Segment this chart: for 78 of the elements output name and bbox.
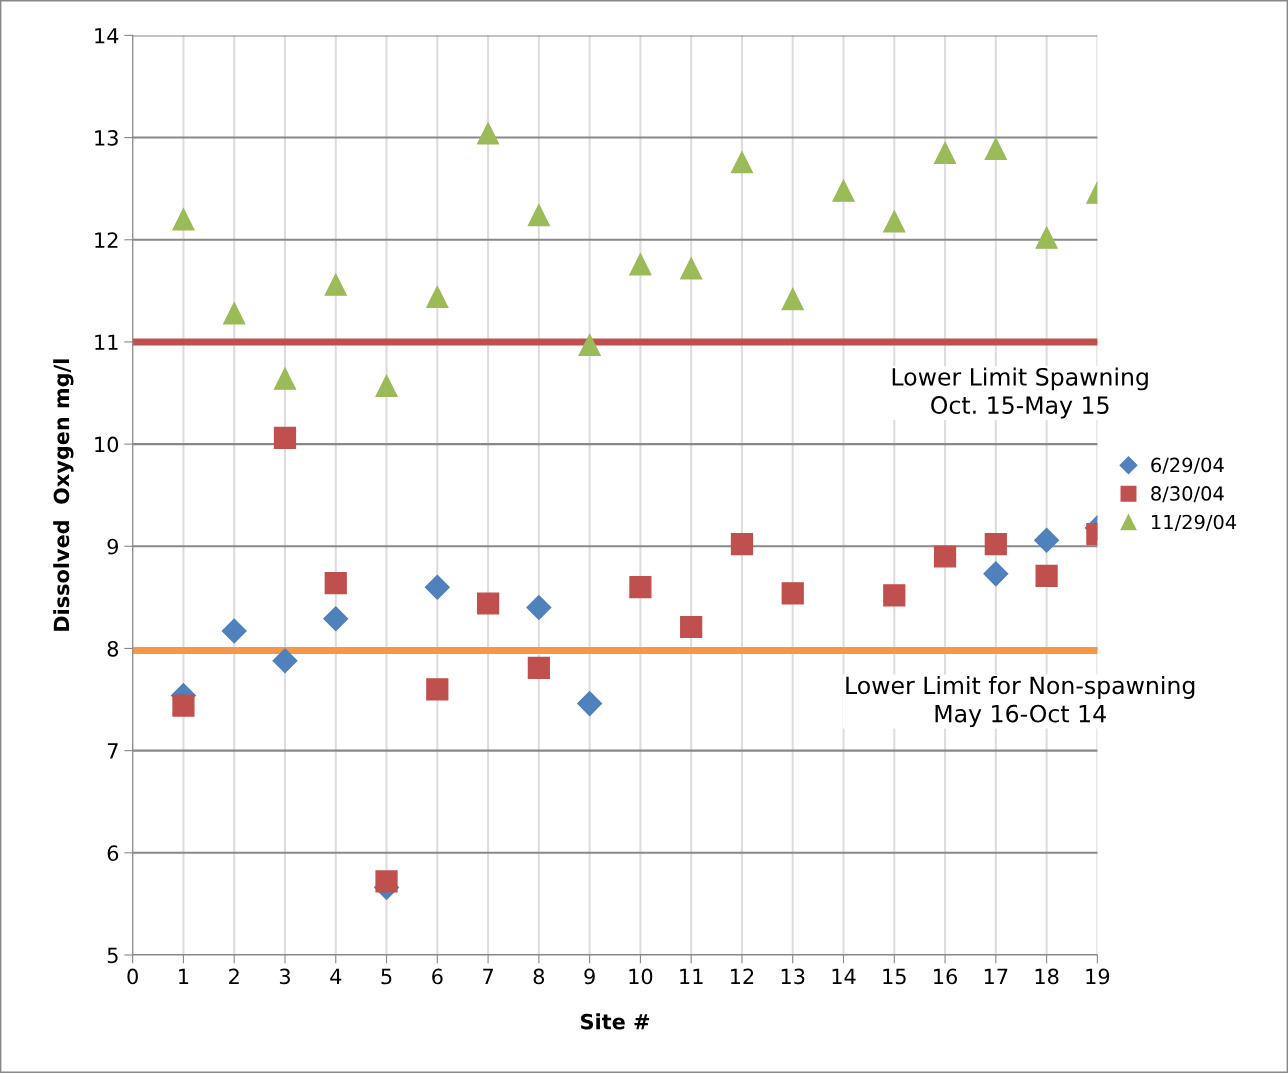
point [323, 606, 349, 632]
y-tick-label: 14 [95, 28, 119, 44]
point [221, 618, 247, 644]
x-tick-label: 16 [934, 968, 957, 985]
y-axis-title: Dissolved Oxygen mg/l [53, 359, 74, 631]
point [983, 561, 1009, 587]
point [680, 257, 703, 280]
point [476, 592, 500, 615]
point [730, 533, 754, 556]
point [526, 595, 552, 621]
point [273, 367, 297, 390]
point [781, 287, 804, 311]
point [578, 333, 601, 357]
point [424, 574, 450, 600]
x-tick-label: 14 [832, 968, 856, 984]
x-tick-label: 8 [533, 968, 545, 985]
point [984, 137, 1007, 160]
x-tick-label: 4 [330, 968, 342, 984]
x-tick-label: 11 [680, 968, 703, 984]
x-tick-label: 15 [883, 968, 906, 985]
point [375, 374, 398, 397]
point [324, 571, 347, 595]
legend-label: 11/29/04 [1152, 514, 1237, 531]
x-tick-label: 1 [179, 968, 189, 984]
point [324, 273, 347, 296]
x-tick-label: 2 [229, 968, 239, 984]
point [730, 150, 754, 174]
point [527, 656, 550, 679]
y-tick-label: 11 [95, 334, 118, 350]
point [476, 122, 500, 145]
y-tick-label: 7 [107, 743, 118, 759]
point [1034, 527, 1060, 553]
x-tick-label: 7 [483, 968, 493, 984]
point [426, 285, 449, 309]
point [984, 533, 1007, 556]
point [781, 582, 804, 605]
point [273, 426, 297, 450]
point [172, 694, 195, 717]
y-tick-label: 9 [107, 538, 118, 555]
point [272, 648, 298, 674]
point [883, 584, 906, 607]
ref-line-label: Lower Limit Spawning Oct. 15-May 15 [892, 367, 1148, 419]
ref-line-label: Lower Limit for Non-spawning May 16-Oct 14 [846, 676, 1195, 728]
x-tick-label: 10 [629, 968, 653, 985]
y-tick-label: 10 [95, 436, 119, 453]
x-tick-label: 6 [432, 968, 443, 985]
x-tick-label: 3 [279, 968, 290, 985]
point [933, 141, 957, 165]
y-tick-label: 5 [107, 947, 118, 964]
legend-label: 6/29/04 [1151, 457, 1224, 474]
point [1035, 564, 1058, 588]
point [832, 179, 855, 202]
x-tick-label: 0 [127, 968, 138, 985]
y-tick-label: 6 [107, 845, 119, 862]
x-tick-label: 18 [1035, 968, 1059, 985]
x-tick-label: 9 [584, 968, 595, 985]
x-tick-label: 12 [730, 968, 754, 984]
point [629, 253, 652, 276]
x-tick-label: 17 [984, 968, 1008, 984]
point [933, 545, 957, 568]
y-tick-label: 12 [95, 232, 118, 248]
point [629, 576, 652, 599]
y-tick-label: 8 [107, 640, 119, 657]
point [375, 870, 398, 893]
point [426, 678, 449, 701]
point [680, 615, 703, 639]
point [223, 302, 246, 325]
x-tick-label: 19 [1086, 968, 1110, 985]
y-tick-label: 13 [95, 130, 118, 146]
x-axis-title: Site # [581, 1013, 650, 1030]
point [883, 210, 906, 233]
legend-label: 8/30/04 [1151, 486, 1224, 503]
x-tick-label: 13 [781, 968, 805, 985]
point [577, 691, 603, 717]
point [1035, 226, 1058, 249]
point [172, 208, 195, 231]
point [527, 204, 550, 227]
x-tick-label: 5 [381, 968, 392, 985]
